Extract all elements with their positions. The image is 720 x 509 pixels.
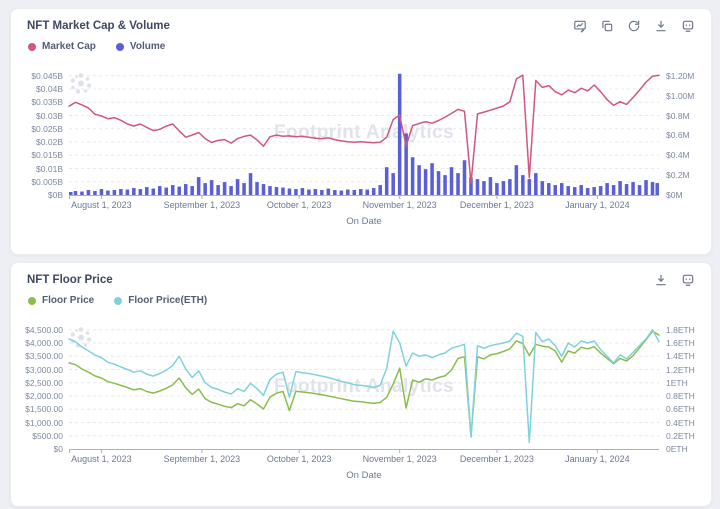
x-tick-label: September 1, 2023: [163, 454, 241, 464]
left-axis: $4,500.00 $4,000.00 $3,500.00 $3,000.00 $2,5…: [13, 324, 63, 454]
x-tick-label: November 1, 2023: [362, 200, 437, 210]
axis-tick-label: $3,000.00: [25, 364, 63, 375]
market-cap-volume-card: NFT Market Cap & Volume Market Cap Volume…: [10, 8, 712, 255]
axis-tick-label: 0.4ETH: [666, 417, 695, 428]
axis-tick-label: $0M: [666, 190, 683, 200]
series-market-cap: [68, 74, 660, 184]
axis-tick-label: $0.6M: [666, 130, 690, 141]
api-icon[interactable]: [681, 273, 695, 287]
card-toolbar: [654, 273, 695, 287]
axis-tick-label: $500.00: [32, 430, 63, 441]
axis-tick-label: $1.20M: [666, 70, 695, 81]
download-icon[interactable]: [654, 19, 668, 33]
legend-label: Floor Price(ETH): [128, 295, 208, 306]
legend-dot: [28, 42, 36, 51]
legend: Market Cap Volume: [28, 41, 165, 52]
axis-tick-label: $0.035B: [31, 97, 63, 108]
chart-title: NFT Market Cap & Volume: [27, 20, 170, 32]
axis-tick-label: $0.005B: [31, 176, 63, 187]
x-tick-label: October 1, 2023: [266, 200, 332, 210]
axis-tick-label: 1.4ETH: [666, 351, 695, 362]
x-axis-title: On Date: [346, 216, 382, 227]
x-tick-label: August 1, 2023: [71, 454, 132, 464]
plot-area[interactable]: Footprint Analytics: [68, 325, 660, 453]
legend-label: Volume: [129, 41, 166, 52]
legend-item-market-cap[interactable]: Market Cap: [28, 41, 96, 52]
x-axis-labels: August 1, 2023 September 1, 2023 October 1…: [69, 200, 659, 211]
axis-tick-label: $2,500.00: [25, 377, 63, 388]
legend-label: Floor Price: [42, 295, 95, 306]
axis-tick-label: 1.2ETH: [666, 364, 695, 375]
x-tick-label: December 1, 2023: [459, 200, 534, 210]
axis-tick-label: $0.4M: [666, 150, 690, 161]
axis-tick-label: $0.04B: [36, 84, 63, 95]
axis-tick-label: $0.045B: [31, 70, 63, 81]
axis-tick-label: 0ETH: [666, 444, 688, 454]
right-axis: $1.20M $1.00M $0.8M $0.6M $0.4M $0.2M $0M: [666, 70, 710, 200]
axis-tick-label: $2,000.00: [25, 391, 63, 401]
refresh-icon[interactable]: [627, 19, 641, 33]
axis-tick-label: $0: [53, 444, 63, 454]
x-tick-label: January 1, 2024: [565, 200, 630, 210]
legend-item-floor-price-eth[interactable]: Floor Price(ETH): [114, 295, 207, 306]
x-tick-label: December 1, 2023: [459, 454, 534, 464]
legend: Floor Price Floor Price(ETH): [28, 295, 207, 306]
axis-tick-label: $0.015B: [31, 150, 63, 161]
axis-tick-label: $0.2M: [666, 170, 690, 181]
x-tick-label: August 1, 2023: [71, 200, 132, 210]
legend-dot: [114, 296, 123, 305]
axis-tick-label: $1,000.00: [25, 417, 63, 428]
axis-tick-label: $4,000.00: [25, 338, 63, 349]
axis-tick-label: $0.01B: [36, 163, 63, 174]
axis-tick-label: $4,500.00: [25, 324, 63, 335]
axis-tick-label: $1.00M: [666, 90, 695, 101]
axis-tick-label: $0B: [47, 190, 63, 200]
axis-tick-label: $3,500.00: [25, 351, 63, 362]
legend-dot: [28, 296, 36, 305]
legend-item-volume[interactable]: Volume: [115, 41, 166, 52]
right-axis: 1.8ETH 1.6ETH 1.4ETH 1.2ETH 1ETH 0.8ETH 0.6ETH…: [666, 324, 710, 454]
axis-tick-label: 1ETH: [666, 377, 688, 388]
left-axis: $0.045B $0.04B $0.035B $0.03B $0.025B $0.02B $…: [13, 70, 63, 200]
axis-tick-label: $1,500.00: [25, 404, 63, 415]
axis-tick-label: 0.8ETH: [666, 391, 695, 401]
axis-tick-label: $0.8M: [666, 110, 690, 121]
legend-item-floor-price[interactable]: Floor Price: [28, 295, 94, 306]
axis-tick-label: 1.6ETH: [666, 338, 695, 349]
x-tick-label: November 1, 2023: [362, 454, 437, 464]
x-axis-labels: August 1, 2023 September 1, 2023 October 1…: [69, 454, 659, 465]
x-tick-label: January 1, 2024: [565, 454, 630, 464]
copy-icon[interactable]: [600, 19, 614, 33]
download-icon[interactable]: [654, 273, 668, 287]
legend-dot: [115, 42, 124, 51]
axis-tick-label: $0.025B: [31, 123, 63, 134]
axis-tick-label: 1.8ETH: [666, 324, 695, 335]
axis-tick-label: $0.02B: [36, 137, 63, 147]
plot-area[interactable]: Footprint Analytics: [68, 71, 660, 199]
series-volume: [69, 73, 659, 195]
axis-tick-label: 0.6ETH: [666, 404, 695, 415]
edit-chart-icon[interactable]: [573, 19, 587, 33]
x-tick-label: September 1, 2023: [163, 200, 241, 210]
series-floor-price: [68, 330, 660, 438]
x-axis-title: On Date: [346, 470, 382, 481]
chart-title: NFT Floor Price: [27, 274, 113, 286]
x-tick-label: October 1, 2023: [266, 454, 332, 464]
legend-label: Market Cap: [42, 41, 96, 52]
card-toolbar: [573, 19, 695, 33]
api-icon[interactable]: [681, 19, 695, 33]
axis-tick-label: $0.03B: [36, 110, 63, 121]
axis-tick-label: 0.2ETH: [666, 430, 695, 441]
series-floor-price-eth: [68, 329, 660, 444]
floor-price-card: NFT Floor Price Floor Price Floor Price(E…: [10, 262, 712, 507]
